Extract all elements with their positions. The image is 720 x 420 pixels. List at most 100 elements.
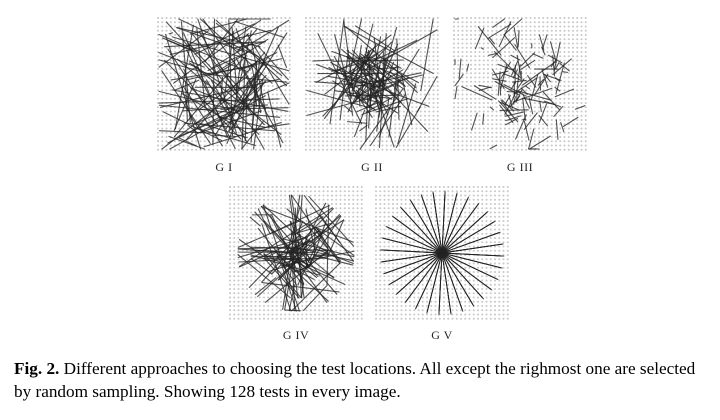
pixel-grid-dot — [279, 211, 283, 214]
pixel-grid-dot — [474, 144, 477, 147]
pixel-grid-dot — [339, 211, 342, 214]
pixel-grid-dot — [284, 29, 287, 32]
test-pair-line — [553, 41, 561, 72]
pixel-grid-dot — [309, 309, 312, 312]
pixel-grid-dot — [499, 118, 502, 122]
pixel-grid-dot — [434, 224, 437, 227]
pixel-grid-dot — [228, 262, 232, 265]
pixel-grid-dot — [516, 106, 519, 109]
pixel-grid-dot — [186, 16, 189, 20]
pixel-grid-dot — [326, 33, 329, 37]
pixel-grid-dot — [275, 42, 279, 45]
test-pair-line — [523, 120, 530, 141]
pixel-grid-dot — [506, 190, 509, 193]
pixel-grid-dot — [459, 232, 463, 235]
pixel-grid-dot — [400, 202, 403, 206]
test-pair-line — [538, 34, 545, 51]
pixel-grid-dot — [190, 21, 194, 24]
pixel-grid-dot — [559, 118, 562, 122]
pixel-grid-dot — [271, 144, 274, 147]
pixel-grid-dot — [228, 266, 232, 269]
test-pair-line — [488, 52, 498, 56]
test-pair-line — [197, 121, 248, 139]
pixel-grid-dot — [413, 211, 416, 214]
test-pair-line — [514, 44, 531, 69]
pixel-grid-dot — [304, 21, 308, 24]
pixel-grid-dot — [550, 110, 553, 113]
pixel-grid-dot — [474, 21, 477, 24]
pixel-grid-dot — [356, 241, 359, 244]
pixel-grid-dot — [173, 33, 177, 37]
pixel-grid-dot — [237, 313, 240, 316]
pixel-grid-dot — [542, 55, 545, 58]
test-pair-line — [553, 105, 564, 117]
pixel-grid-dot — [550, 16, 553, 20]
pixel-grid-dot — [330, 38, 333, 41]
pixel-grid-dot — [495, 148, 498, 151]
pixel-grid-dot — [356, 245, 359, 248]
pixel-grid-dot — [313, 76, 316, 79]
pixel-grid-dot — [169, 80, 172, 83]
pixel-grid-dot — [304, 67, 308, 71]
pixel-grid-dot — [284, 317, 287, 320]
pixel-grid-dot — [374, 211, 378, 214]
pixel-grid-dot — [516, 101, 519, 105]
pixel-grid-dot — [245, 313, 249, 316]
pixel-grid-dot — [304, 16, 308, 20]
test-pair-line — [513, 77, 538, 95]
pixel-grid-dot — [436, 140, 439, 143]
pixel-grid-dot — [228, 253, 232, 257]
pixel-grid-dot — [330, 211, 334, 214]
pixel-grid-dot — [428, 67, 431, 71]
test-pair-line — [185, 52, 266, 141]
pixel-grid-dot — [169, 127, 172, 130]
pixel-grid-dot — [330, 16, 333, 20]
pixel-grid-dot — [334, 21, 337, 24]
pixel-grid-dot — [309, 296, 312, 299]
pixel-grid-dot — [267, 21, 270, 24]
pixel-grid-dot — [379, 198, 382, 201]
pixel-grid-dot — [233, 241, 236, 244]
pixel-grid-dot — [250, 207, 253, 210]
pixel-grid-dot — [237, 190, 240, 193]
pixel-grid-dot — [584, 101, 587, 105]
pixel-grid-dot — [537, 59, 541, 62]
pixel-grid-dot — [506, 219, 509, 223]
pixel-grid-dot — [169, 29, 172, 32]
pixel-grid-dot — [288, 202, 291, 206]
pixel-grid-dot — [250, 228, 253, 231]
pixel-grid-dot — [415, 131, 418, 134]
pixel-grid-dot — [495, 118, 498, 122]
test-pair-line — [198, 31, 237, 92]
pixel-grid-dot — [474, 89, 477, 92]
pixel-grid-dot — [506, 215, 509, 218]
pixel-grid-dot — [228, 249, 232, 252]
test-pair-line — [544, 73, 551, 83]
test-pair-line — [378, 33, 387, 149]
pixel-grid-dot — [425, 215, 429, 218]
pixel-grid-dot — [457, 25, 460, 28]
pixel-grid-dot — [455, 211, 458, 214]
pixel-grid-dot — [506, 224, 509, 227]
pixel-grid-dot — [156, 144, 160, 147]
pixel-grid-dot — [495, 29, 498, 32]
pixel-grid-dot — [520, 106, 524, 109]
pixel-grid-dot — [313, 194, 317, 197]
pixel-grid-dot — [347, 287, 351, 291]
pixel-grid-dot — [203, 140, 206, 143]
pixel-grid-dot — [173, 131, 177, 134]
pixel-grid-dot — [491, 16, 494, 20]
pixel-grid-dot — [432, 127, 435, 130]
pixel-grid-dot — [262, 262, 266, 265]
pixel-grid-dot — [452, 148, 456, 151]
pixel-grid-dot — [402, 127, 405, 130]
pixel-grid-dot — [415, 144, 418, 147]
pixel-grid-dot — [465, 118, 468, 122]
pixel-grid-dot — [199, 148, 202, 151]
pixel-grid-dot — [360, 296, 363, 299]
test-pair-line — [257, 227, 304, 285]
pixel-grid-dot — [233, 296, 236, 299]
pixel-grid-dot — [156, 127, 160, 130]
pixel-grid-dot — [318, 317, 321, 320]
pixel-grid-dot — [318, 304, 321, 308]
